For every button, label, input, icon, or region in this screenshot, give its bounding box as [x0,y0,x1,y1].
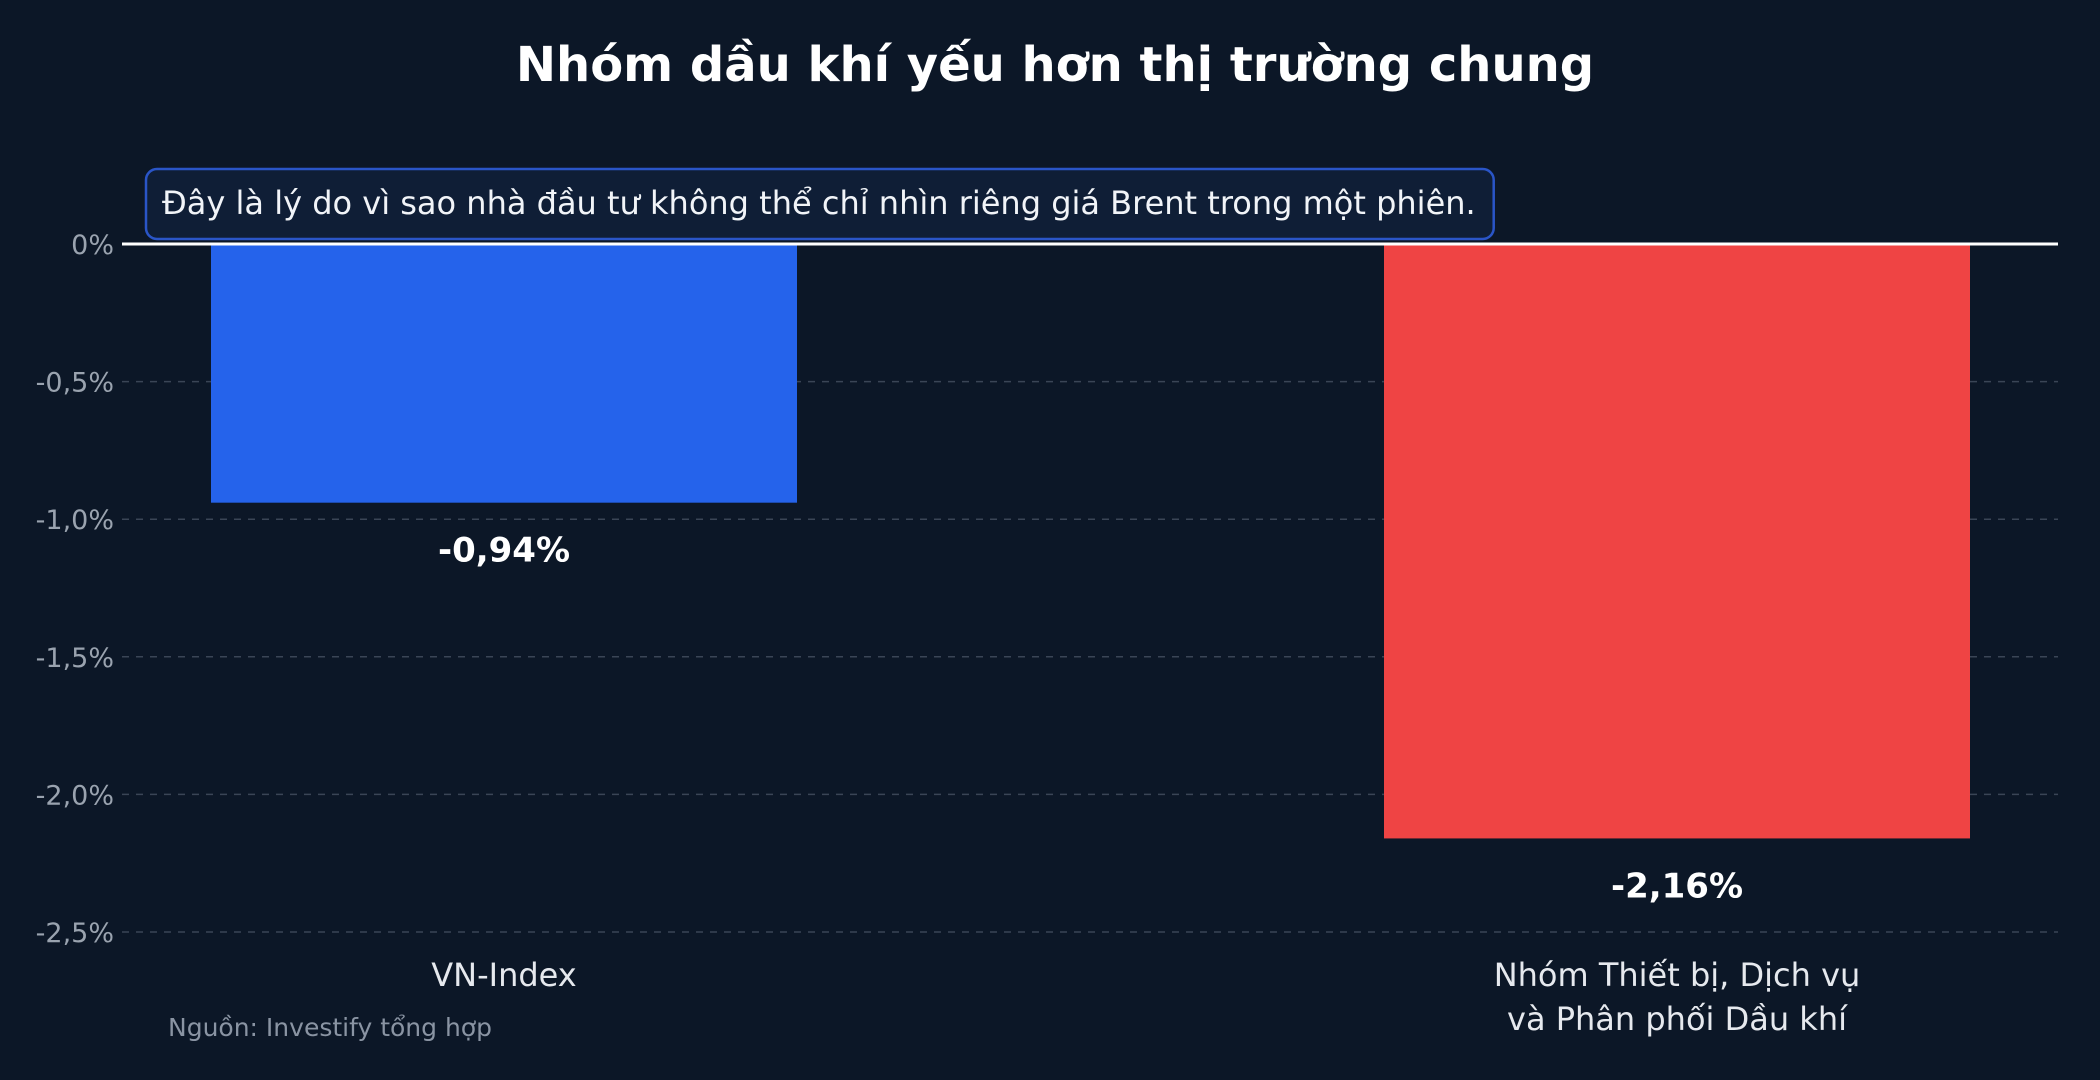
value-label: -2,16% [1611,866,1743,906]
y-axis-ticks: 0% -0,5% -1,0% -1,5% -2,0% -2,5% [36,230,114,949]
annotation-box: Đây là lý do vì sao nhà đầu tư không thể… [144,167,1495,241]
y-tick-label: -1,0% [36,505,114,536]
bar [1384,244,1970,839]
x-tick-label: VN-Index [431,956,576,994]
value-label: -0,94% [438,531,570,571]
annotation-text: Đây là lý do vì sao nhà đầu tư không thể… [162,184,1476,222]
y-tick-label: -2,0% [36,780,114,811]
y-tick-label: 0% [71,230,114,261]
x-tick-label: Nhóm Thiết bị, Dịch vụ [1494,956,1861,994]
y-tick-label: -0,5% [36,368,114,399]
source-note: Nguồn: Investify tổng hợp [168,1013,492,1042]
y-tick-label: -1,5% [36,643,114,674]
x-tick-label: và Phân phối Dầu khí [1507,1000,1848,1038]
chart-title: Nhóm dầu khí yếu hơn thị trường chung [516,37,1594,93]
y-tick-label: -2,5% [36,918,114,949]
labels: -0,94% VN-Index -2,16% Nhóm Thiết bị, Dịch … [431,531,1860,1038]
bars [211,244,1970,839]
bar [211,244,797,503]
annotation-frame [144,167,1495,241]
